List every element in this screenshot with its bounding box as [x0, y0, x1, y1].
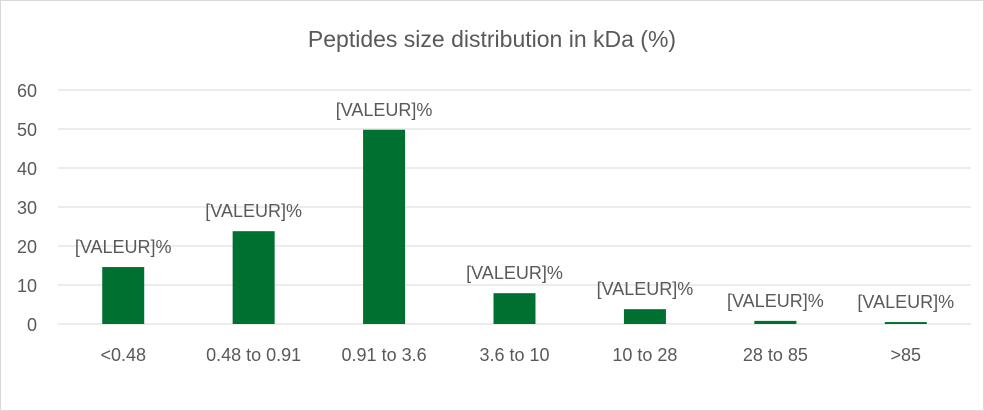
data-labels: [VALEUR]% [VALEUR]% [VALEUR]% [VALEUR]% [VAL… [75, 100, 954, 312]
y-axis-ticks: 0 10 20 30 40 50 60 [17, 81, 37, 335]
bars [102, 129, 927, 324]
data-label: [VALEUR]% [466, 263, 563, 283]
bar [754, 320, 797, 324]
y-tick-label: 0 [27, 315, 37, 335]
bar [232, 231, 275, 324]
chart-title: Peptides size distribution in kDa (%) [308, 26, 676, 52]
bar [623, 309, 666, 324]
x-tick-label: 0.91 to 3.6 [342, 345, 427, 365]
bar [493, 293, 536, 324]
data-label: [VALEUR]% [205, 201, 302, 221]
y-tick-label: 10 [17, 276, 37, 296]
y-tick-label: 50 [17, 120, 37, 140]
data-label: [VALEUR]% [727, 291, 824, 311]
data-label: [VALEUR]% [857, 292, 954, 312]
data-label: [VALEUR]% [75, 237, 172, 257]
x-axis-ticks: <0.48 0.48 to 0.91 0.91 to 3.6 3.6 to 10 10 … [100, 345, 921, 365]
x-tick-label: <0.48 [100, 345, 146, 365]
bar [102, 267, 145, 324]
x-tick-label: 0.48 to 0.91 [206, 345, 301, 365]
x-tick-label: 28 to 85 [743, 345, 808, 365]
y-tick-label: 40 [17, 159, 37, 179]
x-tick-label: >85 [891, 345, 922, 365]
x-tick-label: 10 to 28 [612, 345, 677, 365]
y-tick-label: 30 [17, 198, 37, 218]
bar [363, 129, 406, 324]
gridlines [58, 89, 971, 325]
x-tick-label: 3.6 to 10 [479, 345, 549, 365]
bar [884, 322, 927, 324]
data-label: [VALEUR]% [336, 100, 433, 120]
data-label: [VALEUR]% [597, 279, 694, 299]
y-tick-label: 20 [17, 237, 37, 257]
y-tick-label: 60 [17, 81, 37, 101]
